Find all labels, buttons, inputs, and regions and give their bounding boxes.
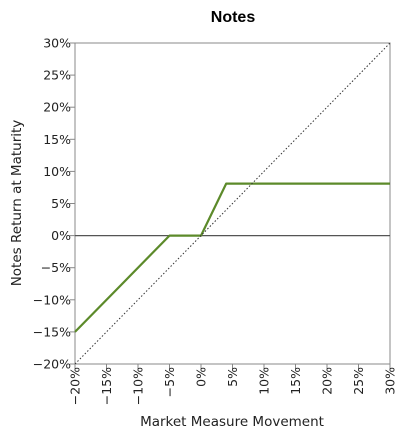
- plot-area: [74, 42, 391, 365]
- x-tick-label: 25%: [351, 367, 366, 395]
- y-tick-label: 30%: [43, 36, 71, 51]
- x-tick-label: 15%: [288, 367, 303, 395]
- y-tick-label: 10%: [43, 164, 71, 179]
- y-tick-label: 0%: [51, 228, 71, 243]
- x-tick-label: 5%: [225, 367, 240, 387]
- x-axis-label: Market Measure Movement: [140, 414, 324, 427]
- diagonal-reference-line: [74, 42, 391, 365]
- x-axis: −20% −15% −10% −5% 0% 5% 10% 15% 20% 25% 30%: [68, 364, 398, 405]
- notes-return-line: [74, 182, 390, 333]
- x-tick-label: 20%: [320, 367, 335, 395]
- y-axis-label: Notes Return at Maturity: [9, 120, 25, 287]
- x-tick-label: 30%: [383, 367, 398, 395]
- x-tick-label: −20%: [68, 367, 83, 405]
- x-tick-label: 10%: [257, 367, 272, 395]
- x-tick-label: 0%: [194, 367, 209, 387]
- y-tick-label: 5%: [51, 196, 71, 211]
- y-tick-label: −20%: [33, 357, 71, 372]
- x-tick-label: −15%: [99, 367, 114, 405]
- x-tick-label: −10%: [131, 367, 146, 405]
- y-tick-label: 20%: [43, 100, 71, 115]
- y-tick-label: −5%: [41, 260, 71, 275]
- x-tick-label: −5%: [162, 367, 177, 397]
- y-tick-label: −10%: [33, 292, 71, 307]
- chart-title: Notes: [211, 9, 256, 26]
- y-tick-label: 15%: [43, 132, 71, 147]
- y-axis: 30% 25% 20% 15% 10% 5% 0% −5% −10% −15% −20%: [33, 36, 75, 372]
- y-tick-label: 25%: [43, 68, 71, 83]
- y-tick-label: −15%: [33, 324, 71, 339]
